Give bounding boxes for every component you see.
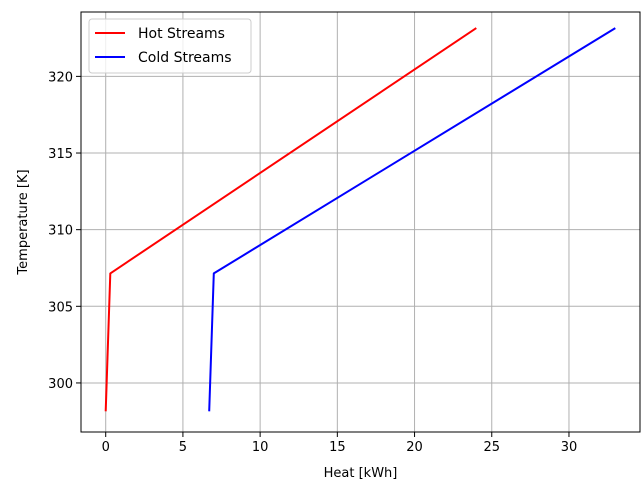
y-tick-label: 300 (48, 377, 73, 392)
x-tick-label: 0 (102, 440, 110, 455)
y-axis-label: Temperature [K] (16, 169, 31, 275)
legend-label-hot-streams: Hot Streams (138, 26, 225, 42)
grid (81, 12, 640, 432)
series-line-cold-streams (208, 27, 616, 412)
x-tick-label: 5 (179, 440, 187, 455)
series-lines (104, 27, 616, 412)
plot-frame (80, 11, 641, 433)
x-axis-ticks: 0 5 10 15 20 25 30 (102, 432, 578, 455)
y-axis-ticks: 300 305 310 315 320 (48, 70, 81, 392)
y-tick-label: 310 (48, 224, 73, 239)
y-tick-label: 315 (48, 147, 73, 162)
legend-box (88, 18, 252, 74)
series-line-hot-streams (104, 27, 477, 412)
x-tick-label: 25 (483, 440, 500, 455)
legend: Hot Streams Cold Streams (88, 18, 252, 74)
y-tick-label: 305 (48, 300, 73, 315)
x-tick-label: 20 (406, 440, 423, 455)
x-tick-label: 10 (252, 440, 269, 455)
x-tick-label: 30 (561, 440, 578, 455)
x-axis-label: Heat [kWh] (324, 466, 398, 481)
x-tick-label: 15 (329, 440, 346, 455)
y-tick-label: 320 (48, 70, 73, 85)
legend-label-cold-streams: Cold Streams (138, 50, 232, 66)
